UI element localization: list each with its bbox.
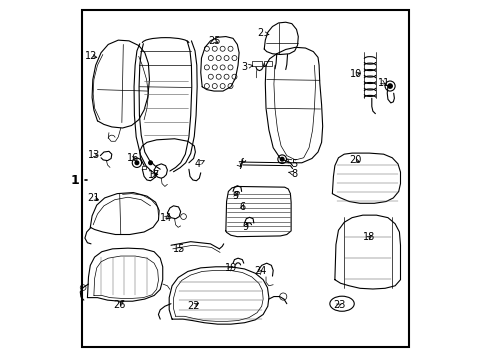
Text: 23: 23 xyxy=(333,300,345,310)
Text: 25: 25 xyxy=(207,36,220,46)
Text: 3: 3 xyxy=(241,62,252,72)
Text: 13: 13 xyxy=(87,150,100,160)
Text: 10: 10 xyxy=(349,69,361,79)
Text: 11: 11 xyxy=(377,78,389,88)
Text: 9: 9 xyxy=(232,191,239,201)
Text: 12: 12 xyxy=(85,51,98,61)
Text: 15: 15 xyxy=(173,244,185,254)
Text: 4: 4 xyxy=(194,159,204,169)
Text: 18: 18 xyxy=(363,232,375,242)
Text: 9: 9 xyxy=(242,222,248,231)
Text: 8: 8 xyxy=(288,168,297,179)
Text: 20: 20 xyxy=(348,155,361,165)
Circle shape xyxy=(135,161,139,165)
Circle shape xyxy=(280,157,284,161)
Text: 24: 24 xyxy=(254,266,266,276)
Text: 1: 1 xyxy=(71,174,80,186)
Circle shape xyxy=(387,84,391,88)
Text: 5: 5 xyxy=(287,159,297,169)
Ellipse shape xyxy=(329,296,353,311)
Text: 7: 7 xyxy=(237,161,243,171)
Circle shape xyxy=(148,161,152,165)
Text: 14: 14 xyxy=(160,213,172,222)
Text: 22: 22 xyxy=(187,301,200,311)
Text: 6: 6 xyxy=(239,202,245,212)
Text: 2: 2 xyxy=(257,28,268,38)
Text: 16: 16 xyxy=(127,153,139,163)
Text: 19: 19 xyxy=(224,263,237,273)
Text: 17: 17 xyxy=(148,170,160,180)
Text: 26: 26 xyxy=(113,300,125,310)
Text: 21: 21 xyxy=(87,193,100,203)
